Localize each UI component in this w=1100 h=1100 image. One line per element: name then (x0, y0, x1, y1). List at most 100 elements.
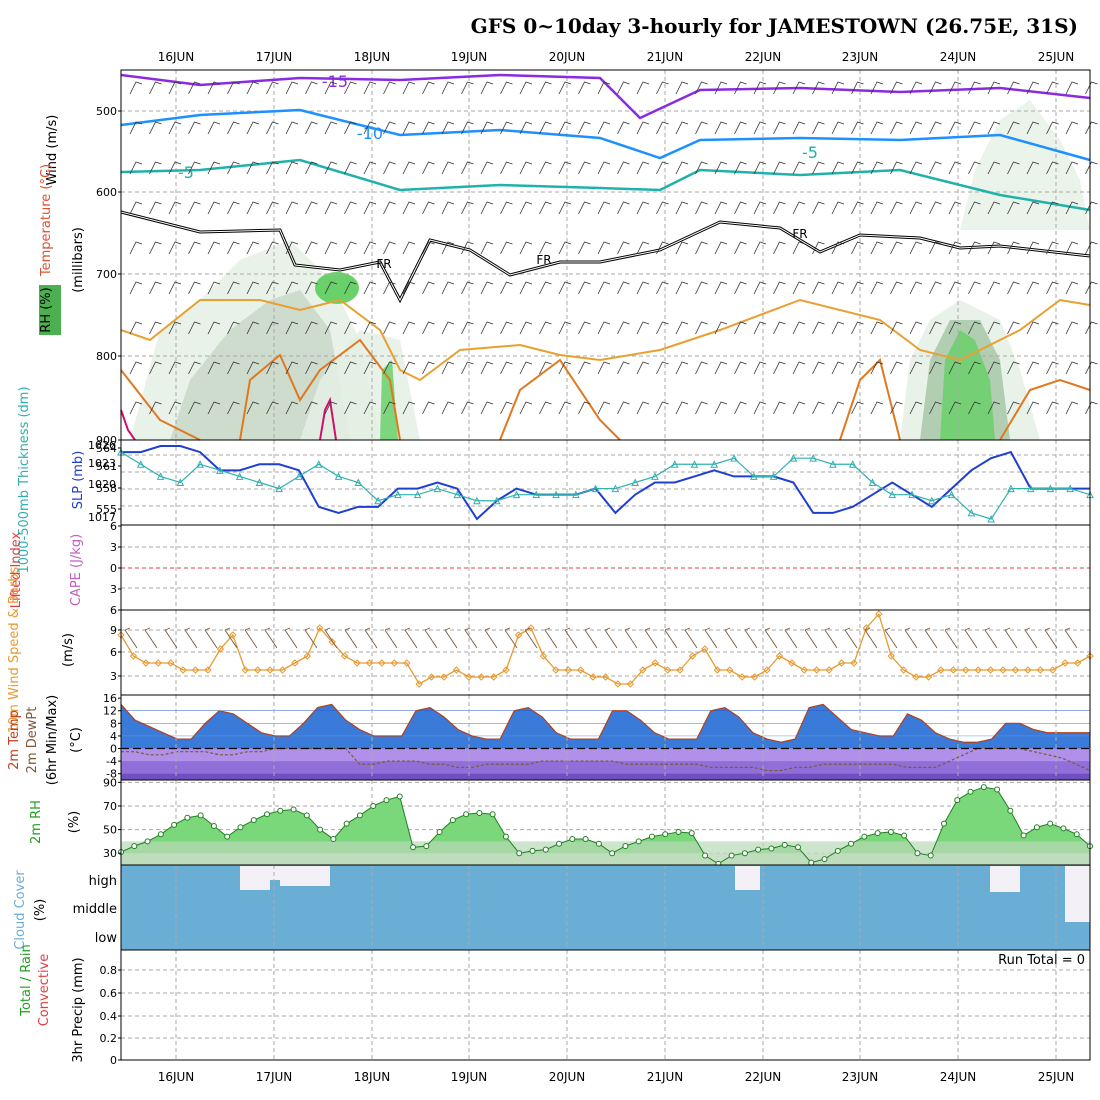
wind-speed-point (477, 673, 485, 681)
wind-barb (675, 321, 689, 335)
rh2m-point (1047, 820, 1054, 827)
positive-isotherm-line (999, 378, 1091, 441)
wind-barb (227, 201, 240, 215)
wind-barb (168, 121, 182, 135)
wind-speed-point (154, 659, 162, 667)
wind-barb (244, 627, 258, 649)
wind-barb (870, 361, 884, 375)
wind-barb (1046, 81, 1059, 95)
wind-barb (948, 201, 962, 215)
cloud-clear-gap (990, 866, 1020, 892)
wind-barb (792, 201, 806, 215)
wind-barb (164, 627, 178, 649)
thickness-point (750, 472, 758, 480)
wind-barb (909, 201, 923, 215)
wind-barb (188, 161, 201, 175)
wind-barb (188, 241, 201, 255)
wind-barb (168, 81, 182, 95)
wind-speed-point (229, 631, 237, 639)
wind-barb (188, 321, 201, 335)
wind-barb (744, 627, 758, 649)
wind-barb (578, 241, 591, 255)
wind-barb (773, 361, 786, 375)
wind-barb (246, 361, 260, 375)
wind-barb (1085, 201, 1098, 215)
wind-barb (656, 361, 669, 375)
wind-barb (597, 161, 611, 175)
wind-barb (831, 361, 845, 375)
wind-barb (792, 281, 806, 295)
y-axis-label: Total / Rain (19, 944, 34, 1017)
wind-barb (227, 121, 240, 135)
wind-barb (704, 627, 718, 649)
wind-speed-point (887, 652, 895, 660)
wind-barb (149, 241, 162, 255)
cloud-level-label: high (89, 874, 117, 889)
wind-barb (656, 161, 669, 175)
wind-barb (1085, 361, 1098, 375)
thickness-point (848, 460, 857, 468)
wind-barb (656, 81, 669, 95)
wind-barb (948, 161, 962, 175)
wind-barb (987, 241, 1001, 255)
rh2m-point (542, 846, 549, 853)
thickness-point (374, 496, 382, 505)
wind-barb (441, 201, 455, 215)
y-tick-label: 3 (110, 670, 117, 683)
wind-barb (1085, 321, 1098, 335)
wind-barb (207, 361, 221, 375)
wind-barb (584, 627, 598, 649)
wind-barb (1046, 321, 1059, 335)
wind-speed-point (750, 673, 759, 681)
wind-speed-point (316, 624, 324, 632)
wind-barb (422, 401, 435, 415)
wind-speed-point (999, 666, 1007, 674)
rh2m-point (356, 812, 363, 819)
wind-barb (714, 161, 728, 175)
wind-barb (149, 161, 162, 175)
isotherm-label: -10 (357, 124, 383, 143)
rh2m-point (662, 831, 669, 838)
wind-barb (812, 241, 825, 255)
rh2m-point (569, 836, 576, 843)
rh2m-point (794, 844, 801, 851)
thickness-point (670, 460, 679, 468)
wind-barb (519, 321, 533, 335)
wind-barb (364, 627, 378, 649)
wind-barb (519, 201, 533, 215)
wind-barb (149, 201, 162, 215)
wind-barb (695, 401, 708, 415)
wind-barb (284, 627, 298, 649)
wind-barb (968, 241, 981, 255)
wind-barb (870, 161, 884, 175)
wind-barb (987, 361, 1001, 375)
y-tick-label: 70 (103, 800, 117, 813)
wind-barb (831, 121, 845, 135)
y-tick-label: 564 (96, 442, 117, 455)
y-axis-label: (millibars) (71, 227, 86, 293)
wind-speed-point (191, 666, 200, 674)
y-axis-label: RH (%) (39, 287, 54, 332)
positive-isotherm-line (499, 358, 621, 441)
wind-barb (870, 401, 884, 415)
wind-barb (168, 281, 182, 295)
isotherm-line (120, 73, 1091, 120)
wind-barb (753, 81, 767, 95)
rh2m-point (927, 852, 934, 859)
wind-barb (1026, 401, 1040, 415)
thickness-point (908, 490, 916, 499)
thickness-point (453, 490, 461, 499)
wind-barb (636, 321, 650, 335)
isotherm-label: FR (792, 227, 807, 241)
wind-barb (578, 81, 591, 95)
wind-barb (734, 161, 747, 175)
rh2m-point (967, 788, 974, 795)
wind-barb (500, 81, 513, 95)
wind-barb (363, 401, 377, 415)
wind-barb (597, 281, 611, 295)
rh-shading (960, 100, 1090, 230)
wind-speed-point (850, 659, 858, 667)
thickness-point (433, 484, 442, 493)
wind-barb (851, 201, 864, 215)
isotherm-label: -5 (802, 143, 818, 162)
